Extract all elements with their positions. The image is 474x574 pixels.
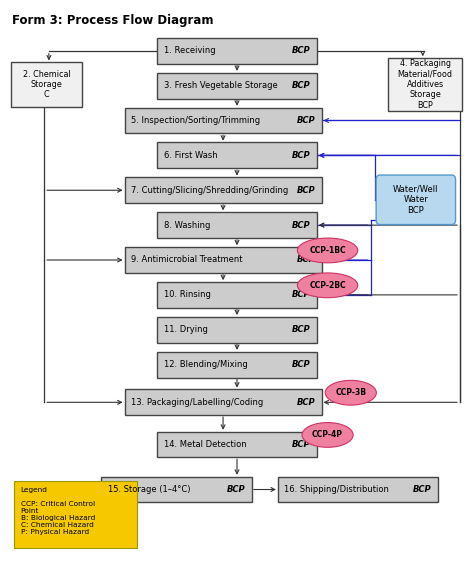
Text: 14. Metal Detection: 14. Metal Detection	[164, 440, 246, 449]
Text: 15. Storage (1–4°C): 15. Storage (1–4°C)	[108, 485, 191, 494]
FancyBboxPatch shape	[157, 432, 317, 457]
Text: 8. Washing: 8. Washing	[164, 220, 210, 230]
Text: BCP: BCP	[296, 398, 315, 407]
Text: BCP: BCP	[292, 290, 310, 300]
Text: BCP: BCP	[292, 220, 310, 230]
Text: CCP-3B: CCP-3B	[335, 388, 366, 397]
Text: 3. Fresh Vegetable Storage: 3. Fresh Vegetable Storage	[164, 81, 277, 90]
FancyBboxPatch shape	[101, 476, 252, 502]
FancyBboxPatch shape	[278, 476, 438, 502]
Text: 6. First Wash: 6. First Wash	[164, 151, 217, 160]
FancyBboxPatch shape	[376, 175, 456, 224]
Text: 7. Cutting/Slicing/Shredding/Grinding: 7. Cutting/Slicing/Shredding/Grinding	[131, 186, 288, 195]
FancyBboxPatch shape	[157, 73, 317, 99]
FancyBboxPatch shape	[11, 62, 82, 107]
Text: CCP-2BC: CCP-2BC	[309, 281, 346, 290]
FancyBboxPatch shape	[157, 317, 317, 343]
Text: CCP-4P: CCP-4P	[312, 430, 343, 440]
Text: Form 3: Process Flow Diagram: Form 3: Process Flow Diagram	[12, 14, 213, 27]
Ellipse shape	[302, 422, 353, 447]
Text: 5. Inspection/Sorting/Trimming: 5. Inspection/Sorting/Trimming	[131, 116, 260, 125]
Text: BCP: BCP	[292, 440, 310, 449]
FancyBboxPatch shape	[157, 212, 317, 238]
Text: BCP: BCP	[227, 485, 246, 494]
Text: 1. Receiving: 1. Receiving	[164, 46, 215, 55]
Text: BCP: BCP	[292, 81, 310, 90]
Text: 16. Shipping/Distribution: 16. Shipping/Distribution	[284, 485, 389, 494]
Text: 2. Chemical
Storage
C: 2. Chemical Storage C	[23, 69, 71, 99]
FancyBboxPatch shape	[157, 142, 317, 168]
Text: Legend

CCP: Critical Control
Point
B: Biological Hazard
C: Chemical Hazard
P: P: Legend CCP: Critical Control Point B: Bi…	[20, 487, 95, 535]
Text: BCP: BCP	[296, 186, 315, 195]
FancyBboxPatch shape	[157, 282, 317, 308]
FancyBboxPatch shape	[125, 107, 321, 133]
Ellipse shape	[297, 238, 358, 263]
Text: BCP: BCP	[296, 255, 315, 265]
FancyBboxPatch shape	[157, 38, 317, 64]
FancyBboxPatch shape	[157, 352, 317, 378]
Text: 4. Packaging
Material/Food
Additives
Storage
BCP: 4. Packaging Material/Food Additives Sto…	[398, 59, 453, 110]
FancyBboxPatch shape	[125, 177, 321, 203]
Text: 12. Blending/Mixing: 12. Blending/Mixing	[164, 360, 247, 369]
Text: 9. Antimicrobial Treatment: 9. Antimicrobial Treatment	[131, 255, 243, 265]
Text: Water/Well
Water
BCP: Water/Well Water BCP	[393, 185, 438, 215]
Text: 10. Rinsing: 10. Rinsing	[164, 290, 210, 300]
Text: 13. Packaging/Labelling/Coding: 13. Packaging/Labelling/Coding	[131, 398, 264, 407]
Text: BCP: BCP	[292, 151, 310, 160]
FancyBboxPatch shape	[125, 247, 321, 273]
Text: 11. Drying: 11. Drying	[164, 325, 208, 334]
FancyBboxPatch shape	[14, 481, 137, 548]
Text: BCP: BCP	[292, 325, 310, 334]
Ellipse shape	[325, 381, 376, 405]
FancyBboxPatch shape	[125, 389, 321, 415]
Text: BCP: BCP	[292, 46, 310, 55]
Text: BCP: BCP	[296, 116, 315, 125]
Text: BCP: BCP	[412, 485, 431, 494]
Text: BCP: BCP	[292, 360, 310, 369]
Text: CCP-1BC: CCP-1BC	[309, 246, 346, 255]
FancyBboxPatch shape	[388, 58, 462, 111]
Ellipse shape	[297, 273, 358, 298]
